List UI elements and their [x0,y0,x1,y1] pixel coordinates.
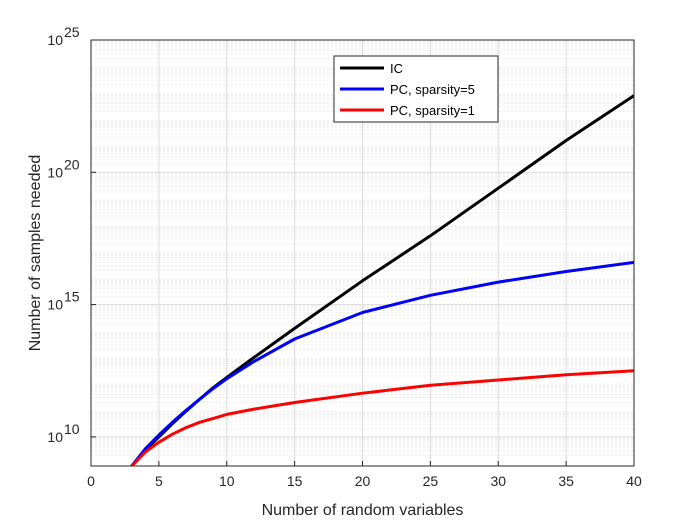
y-tick-exponent: 15 [64,289,80,305]
x-ticks: 0 5 10 15 20 25 30 35 40 [87,461,642,489]
x-tick-label: 30 [490,473,506,489]
x-tick-label: 0 [87,473,95,489]
x-tick-label: 5 [155,473,163,489]
series-line-2 [130,369,634,466]
y-tick-exponent: 20 [64,156,80,172]
y-tick-label: 10 [47,32,63,48]
x-tick-label: 20 [355,473,371,489]
y-tick-exponent: 10 [64,421,80,437]
y-tick-label: 10 [47,429,63,445]
x-tick-label: 25 [423,473,439,489]
x-tick-label: 40 [626,473,642,489]
legend: IC PC, sparsity=5 PC, sparsity=1 [333,55,499,123]
series-layer [130,94,634,466]
legend-label: PC, sparsity=5 [390,82,475,97]
legend-label: PC, sparsity=1 [390,103,475,118]
series-line-1 [130,260,634,466]
x-tick-label: 10 [219,473,235,489]
x-axis-label: Number of random variables [262,502,464,519]
x-tick-label: 15 [287,473,303,489]
y-axis-label: Number of samples needed [27,155,44,352]
y-tick-exponent: 25 [64,24,80,40]
y-tick-label: 10 [47,297,63,313]
legend-label: IC [390,61,403,76]
x-tick-label: 35 [558,473,574,489]
y-tick-label: 10 [47,164,63,180]
